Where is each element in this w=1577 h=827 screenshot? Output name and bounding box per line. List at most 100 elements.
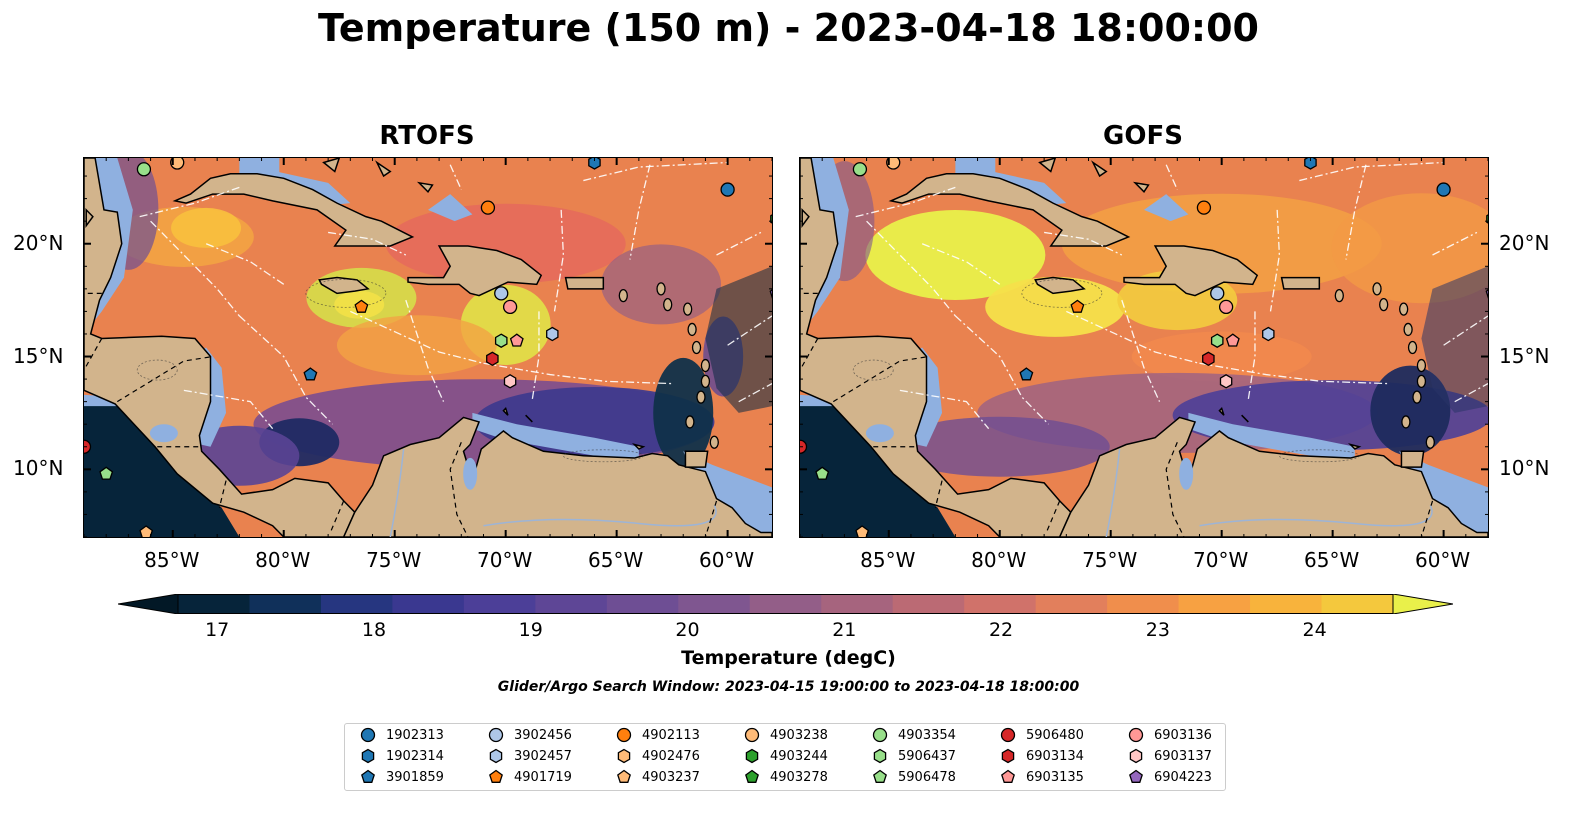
legend-label: 6903136: [1154, 727, 1212, 743]
colorbar-segment: [892, 594, 965, 614]
float-marker-5906437: [494, 333, 508, 348]
float-marker-3901859: [303, 367, 318, 381]
legend-label: 5906480: [1026, 727, 1084, 743]
colorbar-under-arrow: [117, 593, 179, 615]
colorbar-segment: [678, 594, 751, 614]
x-tick-label-gofs: 80°W: [971, 548, 1027, 572]
legend-label: 6904223: [1154, 769, 1212, 785]
float-marker-3902457: [1262, 326, 1275, 342]
float-marker-1902314: [1304, 158, 1317, 170]
legend-item: 5906478: [871, 767, 956, 787]
legend-item: 1902313: [359, 725, 444, 745]
legend-label: 4903354: [898, 727, 956, 743]
legend-label: 6903134: [1026, 748, 1084, 764]
x-tick-label-gofs: 85°W: [860, 548, 916, 572]
colorbar-segment: [392, 594, 465, 614]
float-marker-5906437: [1210, 333, 1224, 348]
float-marker-4902113: [480, 200, 496, 215]
colorbar-segment: [964, 594, 1037, 614]
legend-marker-icon: [745, 748, 759, 764]
colorbar-segment: [535, 594, 608, 614]
y-tick-label-right: 10°N: [1499, 456, 1550, 481]
legend-item: 3902457: [487, 746, 572, 766]
colorbar-tick-label: 22: [988, 619, 1014, 641]
float-marker-4901719: [1070, 299, 1085, 313]
legend-marker-icon: [873, 748, 887, 764]
legend-item: 4902113: [615, 725, 700, 745]
colorbar-tick-label: 18: [361, 619, 387, 641]
legend-marker-icon: [1128, 727, 1144, 743]
legend-label: 4903278: [770, 769, 828, 785]
float-marker-4903237: [855, 525, 870, 537]
colorbar-tick-label: 17: [205, 619, 230, 641]
legend-label: 3902456: [514, 727, 572, 743]
legend-marker-icon: [488, 727, 504, 743]
colorbar-segment: [178, 594, 250, 614]
float-marker-4901719: [354, 299, 369, 313]
x-tick-label-rtofs: 75°W: [366, 548, 422, 572]
colorbar-tick-label: 24: [1302, 619, 1327, 641]
colorbar-segment: [320, 594, 393, 614]
x-tick-label-rtofs: 85°W: [144, 548, 200, 572]
legend-label: 1902313: [386, 727, 444, 743]
colorbar-label: Temperature (degC): [681, 647, 896, 669]
legend-marker-icon: [1129, 769, 1143, 783]
legend-item: 3902456: [487, 725, 572, 745]
float-marker-4903354: [136, 162, 152, 177]
legend-marker-icon: [872, 727, 888, 743]
legend-label: 4903244: [770, 748, 828, 764]
colorbar-over-arrow: [1392, 593, 1454, 615]
float-marker-6903136: [1218, 299, 1234, 315]
legend-item: 5906480: [999, 725, 1084, 745]
x-tick-label-rtofs: 70°W: [477, 548, 533, 572]
figure-title: Temperature (150 m) - 2023-04-18 18:00:0…: [317, 6, 1259, 50]
legend-marker-icon: [873, 769, 887, 783]
legend-label: 4901719: [514, 769, 572, 785]
legend-marker-icon: [360, 727, 376, 743]
legend-label: 5906478: [898, 769, 956, 785]
y-tick-label-right: 15°N: [1499, 343, 1550, 368]
float-marker-4902113: [1196, 200, 1212, 215]
float-marker-4903238: [886, 158, 901, 170]
map-rtofs-svg: [84, 158, 772, 537]
panel-title-rtofs: RTOFS: [379, 121, 475, 151]
x-tick-label-gofs: 70°W: [1193, 548, 1249, 572]
legend-item: 4901719: [487, 767, 572, 787]
x-tick-label-rtofs: 80°W: [255, 548, 311, 572]
colorbar: [117, 593, 1454, 618]
legend-marker-icon: [616, 727, 632, 743]
float-marker-3902456: [494, 286, 509, 301]
legend-label: 4902113: [642, 727, 700, 743]
float-marker-6903134: [486, 351, 499, 367]
colorbar-segment: [1178, 594, 1251, 614]
colorbar-tick-label: 19: [518, 619, 543, 641]
float-marker-5906478: [99, 466, 114, 480]
float-marker-4903354: [852, 162, 868, 177]
colorbar-segment: [1250, 594, 1323, 614]
legend-marker-icon: [744, 727, 760, 743]
float-marker-3902456: [1210, 286, 1225, 301]
legend-marker-icon: [745, 769, 759, 783]
legend-item: 4903237: [615, 767, 700, 787]
y-tick-label-left: 10°N: [13, 456, 64, 481]
legend-item: 3901859: [359, 767, 444, 787]
legend-marker-icon: [617, 769, 631, 783]
colorbar-segment: [249, 594, 322, 614]
legend-label: 1902314: [386, 748, 444, 764]
colorbar-tick-label: 21: [832, 619, 857, 641]
legend-marker-icon: [1001, 769, 1015, 783]
colorbar-segment: [463, 594, 536, 614]
map-rtofs: [83, 157, 773, 538]
legend-label: 4903237: [642, 769, 700, 785]
colorbar-segment: [821, 594, 894, 614]
float-marker-5906480: [84, 439, 92, 454]
float-marker-3902457: [546, 326, 559, 342]
float-marker-5906480: [800, 439, 808, 454]
colorbar-tick-label: 20: [675, 619, 700, 641]
legend-item: 4903354: [871, 725, 956, 745]
legend-item: 6903134: [999, 746, 1084, 766]
float-marker-4903238: [170, 158, 185, 170]
float-marker-6903137: [503, 374, 517, 389]
x-tick-label-gofs: 75°W: [1082, 548, 1138, 572]
legend-item: 5906437: [871, 746, 956, 766]
